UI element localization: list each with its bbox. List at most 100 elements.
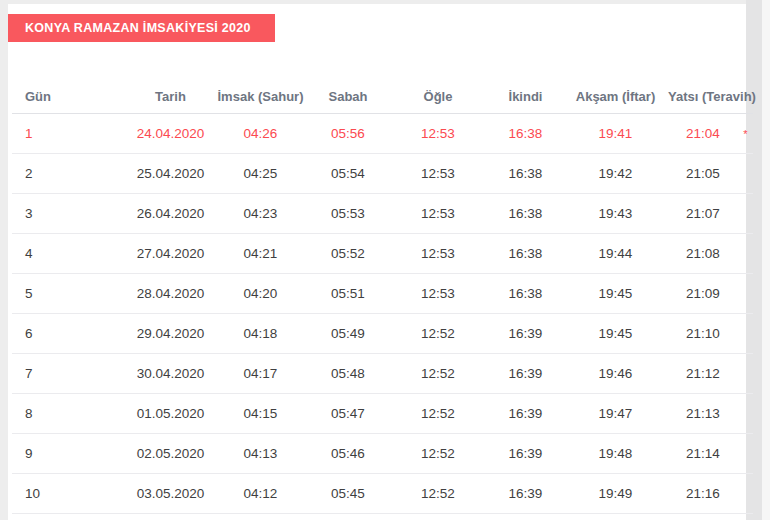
cell-sabah: 05:48 (308, 354, 388, 394)
table-row: 1003.05.202004:1205:4512:5216:3919:4921:… (12, 474, 753, 514)
cell-note (738, 314, 753, 354)
cell-aksam: 19:43 (563, 194, 668, 234)
cell-aksam: 19:47 (563, 394, 668, 434)
cell-aksam: 19:45 (563, 274, 668, 314)
cell-note (738, 194, 753, 234)
cell-ikindi: 16:39 (488, 354, 563, 394)
table-body: 124.04.202004:2605:5612:5316:3819:4121:0… (12, 114, 753, 514)
column-header-tarih: Tarih (128, 79, 213, 114)
table-row: 629.04.202004:1805:4912:5216:3919:4521:1… (12, 314, 753, 354)
cell-aksam: 19:49 (563, 474, 668, 514)
cell-imsak: 04:17 (213, 354, 308, 394)
table-row: 730.04.202004:1705:4812:5216:3919:4621:1… (12, 354, 753, 394)
cell-sabah: 05:45 (308, 474, 388, 514)
cell-tarih: 29.04.2020 (128, 314, 213, 354)
column-header-yatsi: Yatsı (Teravih) (668, 79, 738, 114)
table-row: 902.05.202004:1305:4612:5216:3919:4821:1… (12, 434, 753, 474)
cell-sabah: 05:46 (308, 434, 388, 474)
cell-ikindi: 16:38 (488, 274, 563, 314)
column-header-ikindi: İkindi (488, 79, 563, 114)
cell-ikindi: 16:39 (488, 314, 563, 354)
top-gutter (0, 0, 770, 4)
left-gutter (0, 0, 8, 520)
cell-tarih: 24.04.2020 (128, 114, 213, 154)
cell-yatsi: 21:12 (668, 354, 738, 394)
cell-sabah: 05:54 (308, 154, 388, 194)
cell-ogle: 12:53 (388, 114, 488, 154)
cell-gun: 5 (12, 274, 128, 314)
cell-tarih: 27.04.2020 (128, 234, 213, 274)
cell-yatsi: 21:16 (668, 474, 738, 514)
cell-imsak: 04:25 (213, 154, 308, 194)
cell-imsak: 04:18 (213, 314, 308, 354)
cell-sabah: 05:49 (308, 314, 388, 354)
cell-aksam: 19:44 (563, 234, 668, 274)
cell-aksam: 19:45 (563, 314, 668, 354)
cell-yatsi: 21:13 (668, 394, 738, 434)
cell-yatsi: 21:08 (668, 234, 738, 274)
cell-imsak: 04:12 (213, 474, 308, 514)
cell-aksam: 19:46 (563, 354, 668, 394)
cell-imsak: 04:26 (213, 114, 308, 154)
cell-ogle: 12:52 (388, 314, 488, 354)
cell-yatsi: 21:09 (668, 274, 738, 314)
table-row: 124.04.202004:2605:5612:5316:3819:4121:0… (12, 114, 753, 154)
page-title-badge: KONYA RAMAZAN İMSAKİYESİ 2020 (8, 14, 275, 42)
table-row: 225.04.202004:2505:5412:5316:3819:4221:0… (12, 154, 753, 194)
cell-ikindi: 16:39 (488, 474, 563, 514)
cell-sabah: 05:51 (308, 274, 388, 314)
cell-yatsi: 21:04 (668, 114, 738, 154)
column-header-imsak: İmsak (Sahur) (213, 79, 308, 114)
cell-ogle: 12:52 (388, 474, 488, 514)
cell-ikindi: 16:38 (488, 114, 563, 154)
cell-note (738, 474, 753, 514)
cell-ikindi: 16:38 (488, 154, 563, 194)
cell-imsak: 04:21 (213, 234, 308, 274)
cell-yatsi: 21:14 (668, 434, 738, 474)
cell-tarih: 03.05.2020 (128, 474, 213, 514)
table-row: 528.04.202004:2005:5112:5316:3819:4521:0… (12, 274, 753, 314)
imsakiye-table: GünTarihİmsak (Sahur)SabahÖğleİkindiAkşa… (12, 79, 753, 514)
cell-gun: 10 (12, 474, 128, 514)
table-row: 326.04.202004:2305:5312:5316:3819:4321:0… (12, 194, 753, 234)
cell-ikindi: 16:39 (488, 434, 563, 474)
cell-imsak: 04:20 (213, 274, 308, 314)
cell-tarih: 01.05.2020 (128, 394, 213, 434)
cell-aksam: 19:41 (563, 114, 668, 154)
cell-ogle: 12:52 (388, 354, 488, 394)
cell-note (738, 394, 753, 434)
cell-yatsi: 21:05 (668, 154, 738, 194)
cell-gun: 8 (12, 394, 128, 434)
cell-note: * (738, 114, 753, 154)
column-header-ogle: Öğle (388, 79, 488, 114)
cell-gun: 9 (12, 434, 128, 474)
cell-imsak: 04:15 (213, 394, 308, 434)
cell-note (738, 354, 753, 394)
cell-sabah: 05:52 (308, 234, 388, 274)
cell-gun: 2 (12, 154, 128, 194)
cell-ogle: 12:52 (388, 394, 488, 434)
table-header-row: GünTarihİmsak (Sahur)SabahÖğleİkindiAkşa… (12, 79, 753, 114)
column-header-gun: Gün (12, 79, 128, 114)
cell-note (738, 154, 753, 194)
cell-sabah: 05:56 (308, 114, 388, 154)
column-header-aksam: Akşam (İftar) (563, 79, 668, 114)
table-row: 427.04.202004:2105:5212:5316:3819:4421:0… (12, 234, 753, 274)
cell-ikindi: 16:38 (488, 194, 563, 234)
right-page-edge (762, 0, 770, 520)
cell-ogle: 12:53 (388, 154, 488, 194)
cell-gun: 7 (12, 354, 128, 394)
cell-imsak: 04:23 (213, 194, 308, 234)
cell-sabah: 05:53 (308, 194, 388, 234)
cell-ogle: 12:52 (388, 434, 488, 474)
table-row: 801.05.202004:1505:4712:5216:3919:4721:1… (12, 394, 753, 434)
cell-yatsi: 21:07 (668, 194, 738, 234)
cell-aksam: 19:42 (563, 154, 668, 194)
cell-ikindi: 16:38 (488, 234, 563, 274)
cell-aksam: 19:48 (563, 434, 668, 474)
cell-ogle: 12:53 (388, 274, 488, 314)
cell-yatsi: 21:10 (668, 314, 738, 354)
cell-note (738, 234, 753, 274)
cell-gun: 1 (12, 114, 128, 154)
cell-ogle: 12:53 (388, 234, 488, 274)
